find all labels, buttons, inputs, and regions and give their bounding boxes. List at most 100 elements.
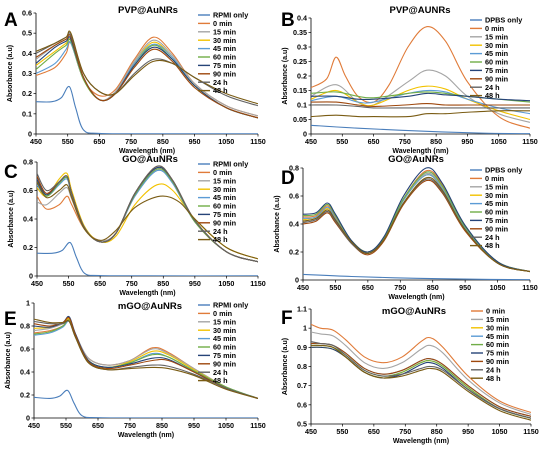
panel-b-legend-label-15-min: 15 min <box>485 32 508 41</box>
panel-e-legend-label-75-min: 75 min <box>213 351 236 360</box>
panel-d-legend-label-15-min: 15 min <box>485 182 508 191</box>
panel-c-legend-label-rpmi-only: RPMI only <box>213 160 249 169</box>
panel-c-series-group <box>37 165 258 276</box>
panel-f-series-48-h <box>311 344 531 421</box>
panel-e-y-tick-label: 0 <box>26 414 30 423</box>
panel-e-legend-label-0-min: 0 min <box>213 309 232 318</box>
panel-e-legend-label-90-min: 90 min <box>213 359 236 368</box>
panel-f-x-axis-label: Wavelength (nm) <box>393 438 449 445</box>
panel-b-series-group <box>311 26 530 134</box>
panel-a-series-48-h <box>36 30 258 105</box>
panel-f-x-tick-label: 1150 <box>523 427 539 436</box>
panel-a-legend-label-45-min: 45 min <box>213 44 236 53</box>
panel-a-title: PVP@AuNRs <box>118 5 178 16</box>
panel-e-x-tick-label: 950 <box>188 421 200 430</box>
panel-e-x-tick-label: 450 <box>28 421 40 430</box>
panel-a-x-tick-label: 850 <box>157 137 169 146</box>
panel-d-x-tick-label: 450 <box>297 283 309 292</box>
panel-f-x-tick-label: 650 <box>368 427 380 436</box>
panel-e-x-axis-label: Wavelength (nm) <box>118 432 174 439</box>
panel-c-legend-label-15-min: 15 min <box>213 176 236 185</box>
panel-f-y-tick-label: 0.9 <box>297 343 307 352</box>
panel-f-title: mGO@AuNRs <box>382 306 446 317</box>
panel-d-legend-label-0-min: 0 min <box>485 174 504 183</box>
panel-e-legend-label-60-min: 60 min <box>213 343 236 352</box>
panel-c-y-tick-label: 0.4 <box>23 215 33 224</box>
panel-a-y-axis-label: Absorbance (a.u) <box>7 45 14 102</box>
panel-a-legend-label-rpmi-only: RPMI only <box>213 11 249 20</box>
panel-a-series-rpmi-only <box>36 85 258 134</box>
panel-b-y-tick-label: 0.15 <box>293 86 307 95</box>
panel-a-series-group <box>36 30 258 134</box>
panel-f-x-tick-label: 550 <box>336 427 348 436</box>
panel-a-x-tick-label: 950 <box>189 137 201 146</box>
panel-a-letter: A <box>4 10 18 31</box>
panel-e-x-tick-label: 650 <box>92 421 104 430</box>
panel-b-y-tick-label: 0.3 <box>297 43 307 52</box>
panel-b-x-tick-label: 550 <box>336 137 348 146</box>
panel-e-series-48-h <box>34 318 258 399</box>
panel-d-title: GO@AuNRs <box>388 154 444 165</box>
panel-d-series-75-min <box>303 167 530 273</box>
panel-b-x-tick-label: 650 <box>368 137 380 146</box>
panel-f-legend-label-0-min: 0 min <box>486 307 505 316</box>
panel-b: B PVP@AUNRs 0 0.05 0.1 0.15 0.2 0.25 0.3 0.35 0.4 4… <box>281 5 538 155</box>
panel-e-y-tick-label: 0.6 <box>20 345 30 354</box>
panel-b-legend-label-48-h: 48 h <box>485 91 500 100</box>
panel-b-series-45-min <box>311 89 530 115</box>
panel-a-y-tick-label: 0.5 <box>22 29 32 38</box>
panel-b-legend-label-90-min: 90 min <box>485 74 508 83</box>
panel-f-y-tick-label: 0.6 <box>297 400 307 409</box>
panel-d-x-tick-label: 550 <box>329 283 341 292</box>
panel-c-legend-label-45-min: 45 min <box>213 193 236 202</box>
panel-b-y-tick-label: 0.05 <box>293 115 307 124</box>
panel-e-series-rpmi-only <box>34 389 258 418</box>
panel-b-series-0-min <box>311 26 530 129</box>
panel-c-x-tick-label: 650 <box>94 279 106 288</box>
panel-b-legend-label-45-min: 45 min <box>485 49 508 58</box>
panel-d-y-tick-label: 0.4 <box>289 220 299 229</box>
panel-f-x-tick-label: 1050 <box>492 427 508 436</box>
panel-a-legend-label-75-min: 75 min <box>213 61 236 70</box>
panel-a-x-tick-label: 750 <box>125 137 137 146</box>
panel-c-x-tick-label: 450 <box>31 279 43 288</box>
panel-f-series-24-h <box>311 341 531 419</box>
panel-b-title: PVP@AUNRs <box>390 5 451 16</box>
panel-f-x-tick-label: 850 <box>431 427 443 436</box>
panel-a-x-tick-label: 1050 <box>218 137 234 146</box>
panel-b-series-75-min <box>311 92 530 102</box>
panel-b-series-90-min <box>311 101 530 107</box>
panel-c-x-tick-label: 850 <box>157 279 169 288</box>
panel-a-legend-label-60-min: 60 min <box>213 53 236 62</box>
panel-c-y-tick-label: 0.8 <box>23 158 33 167</box>
panel-d-x-tick-label: 650 <box>362 283 374 292</box>
panel-e-y-tick-label: 1 <box>26 299 30 308</box>
panel-c-x-tick-label: 1150 <box>250 279 266 288</box>
panel-a-y-tick-label: 0.3 <box>22 69 32 78</box>
panel-c: C GO@AuNRs 0 0.2 0.4 0.6 0.8 450 550 650 750 850 950… <box>4 154 266 297</box>
panel-c-legend-label-30-min: 30 min <box>213 185 236 194</box>
panel-a-x-axis-label: Wavelength (nm) <box>119 148 175 155</box>
panel-b-y-tick-label: 0.2 <box>297 72 307 81</box>
panel-a-legend-label-30-min: 30 min <box>213 36 236 45</box>
panel-b-legend-label-0-min: 0 min <box>485 24 504 33</box>
panel-b-y-tick-label: 0.4 <box>297 14 307 23</box>
panel-f-legend-label-45-min: 45 min <box>486 332 509 341</box>
panel-d-legend-label-90-min: 90 min <box>485 224 508 233</box>
panel-f-legend-label-60-min: 60 min <box>486 340 509 349</box>
panel-d-y-tick-label: 0 <box>295 276 299 285</box>
panel-b-y-tick-label: 0.1 <box>297 101 307 110</box>
panel-b-x-tick-label: 1150 <box>522 137 538 146</box>
panel-c-title: GO@AuNRs <box>122 154 178 165</box>
panel-f-legend-label-75-min: 75 min <box>486 349 509 358</box>
panel-b-x-tick-label: 950 <box>461 137 473 146</box>
panel-f-y-tick-label: 0.7 <box>297 381 307 390</box>
panel-b-y-tick-label: 0.25 <box>293 57 307 66</box>
panel-e-series-group <box>34 315 258 418</box>
panel-c-x-tick-label: 1050 <box>218 279 234 288</box>
panel-d-legend-label-dpbs-only: DPBS only <box>485 166 523 175</box>
panel-b-legend-label-30-min: 30 min <box>485 41 508 50</box>
panel-d-legend-label-48-h: 48 h <box>485 241 500 250</box>
panel-d-x-tick-label: 750 <box>394 283 406 292</box>
panel-c-x-tick-label: 950 <box>189 279 201 288</box>
